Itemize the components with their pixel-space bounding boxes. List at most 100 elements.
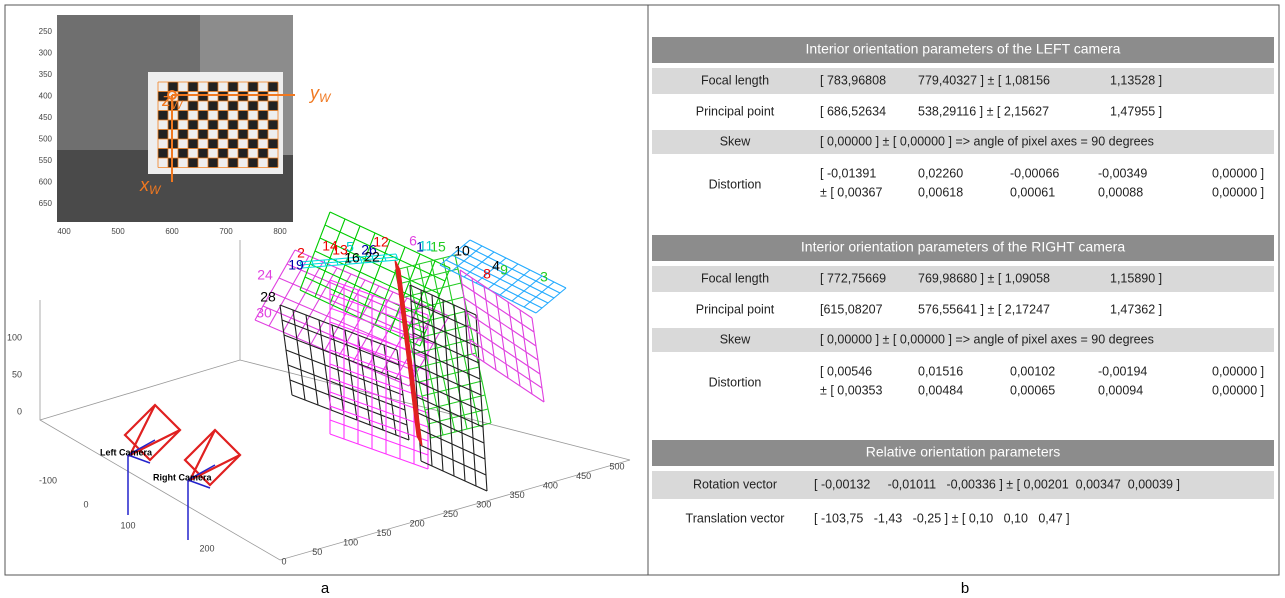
pattern-id: 8 (483, 266, 491, 282)
y-tick-label: 550 (39, 156, 53, 165)
row-label: Skew (720, 134, 752, 148)
cell: 769,98680 ] ± [ 1,09058 (918, 271, 1050, 285)
table-title: Interior orientation parameters of the L… (806, 41, 1121, 57)
y-tick-label: 350 (39, 70, 53, 79)
cell: 0,01516 (918, 364, 963, 378)
x-tick-label: 150 (376, 528, 391, 538)
board-square (188, 139, 198, 149)
board-square (258, 149, 268, 159)
row-label: Focal length (701, 73, 769, 87)
row-label: Translation vector (686, 511, 785, 525)
z-tick-label: 0 (17, 406, 22, 416)
cell: 0,00484 (918, 383, 963, 397)
board-square (208, 139, 218, 149)
x-tick-label: 400 (543, 480, 558, 490)
y-tick-label: 650 (39, 199, 53, 208)
board-square (238, 92, 248, 102)
x-tick-label: 50 (312, 547, 322, 557)
y-tick-label: 200 (199, 543, 214, 553)
board-square (268, 139, 278, 149)
board-square (188, 82, 198, 92)
pattern-grid (464, 298, 536, 346)
table-title: Relative orientation parameters (866, 444, 1061, 460)
board-square (218, 92, 228, 102)
board-square (158, 149, 168, 159)
y-tick-label: 300 (39, 49, 53, 58)
pattern-id: 30 (256, 305, 272, 321)
cell: -0,00349 (1098, 166, 1147, 180)
board-square (198, 111, 208, 121)
board-square (188, 101, 198, 111)
row-label: Principal point (696, 104, 775, 118)
board-square (248, 120, 258, 130)
board-square (228, 120, 238, 130)
cell: [ -0,01391 (820, 166, 876, 180)
row-label: Distortion (709, 177, 762, 191)
cell: ± [ 0,00353 (820, 383, 883, 397)
cell: [ 783,96808 (820, 73, 886, 87)
board-square (198, 149, 208, 159)
pattern-grid (398, 269, 458, 284)
pattern-grid (330, 406, 428, 441)
cell: 0,00102 (1010, 364, 1055, 378)
pattern-id: 16 (344, 250, 360, 266)
row-label: Focal length (701, 271, 769, 285)
cell: 0,00061 (1010, 185, 1055, 199)
board-square (178, 130, 188, 140)
x-tick-label: 600 (165, 227, 179, 236)
y-tick-label: 500 (39, 135, 53, 144)
board-square (228, 139, 238, 149)
cell: [615,08207 (820, 302, 883, 316)
board-square (258, 111, 268, 121)
y-tick-label: 0 (83, 499, 88, 509)
x-tick-label: 400 (57, 227, 71, 236)
pattern-grid (330, 420, 428, 455)
x-tick-label: 200 (410, 518, 425, 528)
board-square (228, 101, 238, 111)
board-square (218, 149, 228, 159)
z-tick-label: 50 (12, 369, 22, 379)
board-square (268, 120, 278, 130)
page: a b 250300350400450500550600650400500600… (0, 0, 1285, 598)
pattern-grid (330, 434, 428, 469)
cell: 0,00618 (918, 185, 963, 199)
board-square (238, 149, 248, 159)
cell: 0,02260 (918, 166, 963, 180)
cell: 0,00000 ] (1212, 383, 1264, 397)
board-square (248, 101, 258, 111)
panel-label: a (321, 580, 330, 597)
pattern-id: 10 (454, 243, 470, 259)
cell: [ -103,75 -1,43 -0,25 ] ± [ 0,10 0,10 0,… (814, 511, 1070, 525)
cell: [ -0,00132 -0,01011 -0,00336 ] ± [ 0,002… (814, 477, 1180, 491)
row-label: Distortion (709, 375, 762, 389)
board-square (268, 158, 278, 168)
pattern-grid (432, 295, 443, 471)
x-tick-label: 800 (273, 227, 287, 236)
pattern-id: 28 (260, 289, 276, 305)
axis-label-main: z (161, 90, 171, 110)
cell: 0,00094 (1098, 383, 1143, 397)
board-square (258, 92, 268, 102)
cell: 538,29116 ] ± [ 2,15627 (918, 104, 1049, 118)
camera-label: Right Camera (153, 472, 213, 482)
board-square (188, 120, 198, 130)
row-label: Rotation vector (693, 477, 777, 491)
x-tick-label: 250 (443, 509, 458, 519)
cell: 1,15890 ] (1110, 271, 1162, 285)
board-square (248, 139, 258, 149)
cell: 1,13528 ] (1110, 73, 1162, 87)
axis-label: yW (308, 83, 332, 105)
y-tick-label: 400 (39, 92, 53, 101)
axis-box (40, 360, 630, 460)
pattern-grid (454, 305, 465, 481)
pattern-id: 12 (373, 234, 389, 250)
pattern-grid (410, 325, 470, 340)
axis-label-sub: W (149, 183, 162, 197)
row-label: Skew (720, 332, 752, 346)
x-tick-label: 450 (576, 471, 591, 481)
figure: a b 250300350400450500550600650400500600… (0, 0, 1285, 598)
board-square (218, 130, 228, 140)
cell: [ 772,75669 (820, 271, 886, 285)
pattern-grid (422, 381, 482, 396)
cell: [ 686,52634 (820, 104, 886, 118)
